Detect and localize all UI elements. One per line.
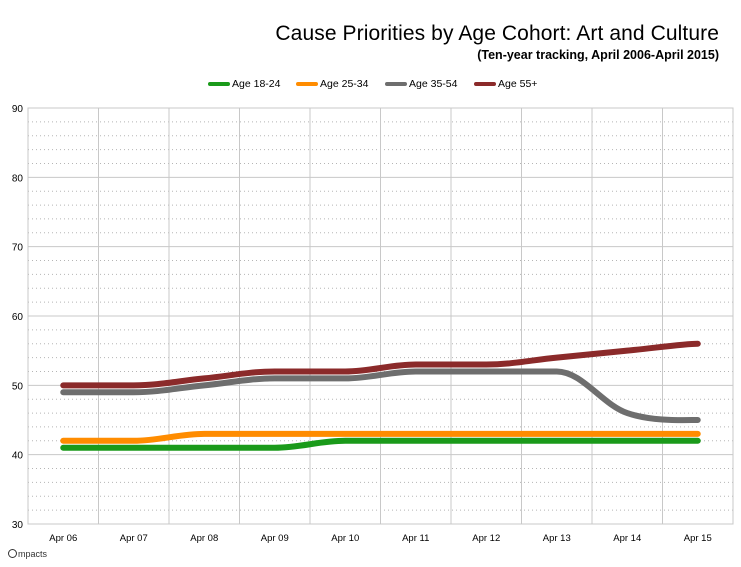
data-point-age-55-plus	[485, 364, 487, 366]
data-point-age-25-34	[626, 433, 628, 435]
series-line-age-55-plus	[60, 340, 701, 389]
data-point-age-35-54	[556, 370, 558, 372]
legend-swatch	[385, 82, 407, 86]
x-tick-label: Apr 14	[613, 533, 641, 544]
data-point-age-25-34	[415, 433, 417, 435]
data-point-age-18-24	[415, 440, 417, 442]
data-point-age-18-24	[697, 440, 699, 442]
legend-swatch	[208, 82, 230, 86]
data-point-age-55-plus	[274, 370, 276, 372]
legend-swatch	[474, 82, 496, 86]
data-point-age-55-plus	[203, 377, 205, 379]
data-point-age-55-plus	[62, 384, 64, 386]
data-point-age-18-24	[626, 440, 628, 442]
data-point-age-55-plus	[626, 350, 628, 352]
x-tick-label: Apr 08	[190, 533, 218, 544]
data-point-age-35-54	[133, 391, 135, 393]
x-tick-label: Apr 15	[684, 533, 712, 544]
data-point-age-35-54	[203, 384, 205, 386]
legend-label: Age 35-54	[409, 78, 458, 90]
data-point-age-35-54	[626, 412, 628, 414]
x-tick-label: Apr 06	[49, 533, 77, 544]
data-point-age-25-34	[62, 440, 64, 442]
legend-label: Age 55+	[498, 78, 538, 90]
series-line-age-35-54	[60, 368, 701, 424]
brand-logo: mpacts	[8, 549, 47, 559]
data-point-age-35-54	[697, 419, 699, 421]
data-point-age-55-plus	[415, 364, 417, 366]
data-point-age-35-54	[344, 377, 346, 379]
data-point-age-55-plus	[133, 384, 135, 386]
legend-item-age-55-plus: Age 55+	[474, 78, 537, 90]
brand-text: mpacts	[18, 549, 48, 559]
data-point-age-18-24	[203, 447, 205, 449]
data-point-age-35-54	[62, 391, 64, 393]
data-point-age-25-34	[133, 440, 135, 442]
y-tick-label: 30	[12, 520, 24, 531]
data-point-age-55-plus	[697, 343, 699, 345]
chart-subtitle: (Ten-year tracking, April 2006-April 201…	[477, 48, 719, 62]
data-point-age-55-plus	[344, 370, 346, 372]
y-tick-label: 70	[12, 243, 24, 254]
data-point-age-25-34	[485, 433, 487, 435]
legend-label: Age 18-24	[232, 78, 281, 90]
data-point-age-18-24	[344, 440, 346, 442]
series-line-age-18-24	[60, 437, 701, 451]
data-point-age-18-24	[556, 440, 558, 442]
brand-mark-icon	[8, 549, 17, 558]
data-point-age-55-plus	[556, 357, 558, 359]
data-point-age-25-34	[697, 433, 699, 435]
data-point-age-25-34	[344, 433, 346, 435]
y-tick-label: 40	[12, 451, 24, 462]
legend-item-age-35-54: Age 35-54	[385, 78, 457, 90]
x-tick-label: Apr 09	[261, 533, 289, 544]
x-tick-label: Apr 07	[120, 533, 148, 544]
data-point-age-25-34	[556, 433, 558, 435]
plot-frame	[27, 107, 734, 525]
x-tick-label: Apr 11	[402, 533, 429, 544]
data-point-age-18-24	[485, 440, 487, 442]
data-point-age-35-54	[485, 370, 487, 372]
y-tick-label: 80	[12, 173, 24, 184]
data-point-age-35-54	[415, 370, 417, 372]
y-tick-label: 50	[12, 381, 24, 392]
series-line-age-25-34	[60, 430, 701, 444]
data-point-age-35-54	[274, 377, 276, 379]
data-point-age-18-24	[133, 447, 135, 449]
chart-title: Cause Priorities by Age Cohort: Art and …	[275, 22, 719, 45]
x-tick-label: Apr 13	[543, 533, 571, 544]
data-point-age-25-34	[203, 433, 205, 435]
data-point-age-18-24	[62, 447, 64, 449]
legend-swatch	[296, 82, 318, 86]
legend-label: Age 25-34	[320, 78, 369, 90]
y-tick-label: 60	[12, 312, 24, 323]
data-point-age-18-24	[274, 447, 276, 449]
x-tick-label: Apr 10	[331, 533, 359, 544]
y-tick-label: 90	[12, 104, 24, 115]
data-point-age-25-34	[274, 433, 276, 435]
legend-item-age-25-34: Age 25-34	[296, 78, 368, 90]
legend: Age 18-24 Age 25-34 Age 35-54 Age 55+	[0, 78, 741, 94]
legend-item-age-18-24: Age 18-24	[208, 78, 280, 90]
x-tick-label: Apr 12	[472, 533, 500, 544]
